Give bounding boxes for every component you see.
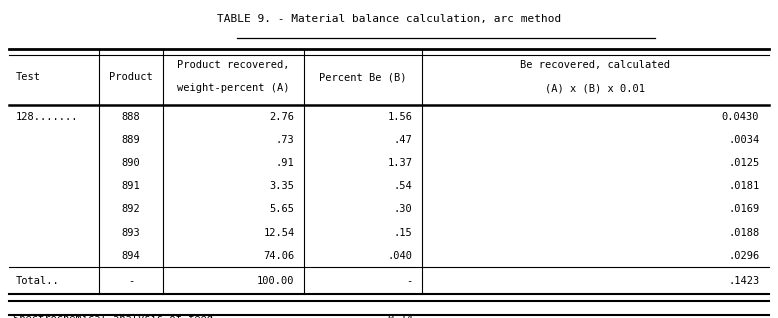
Text: Test: Test	[16, 72, 40, 82]
Text: Percent Be (B): Percent Be (B)	[319, 72, 407, 82]
Text: .040: .040	[387, 251, 412, 261]
Text: 100.00: 100.00	[257, 276, 295, 286]
Text: Spectrochemical analysis of feed............................0.14: Spectrochemical analysis of feed........…	[13, 314, 413, 318]
Text: 893: 893	[122, 228, 141, 238]
Text: (A) x (B) x 0.01: (A) x (B) x 0.01	[545, 83, 645, 93]
Text: 1.56: 1.56	[387, 112, 412, 121]
Text: .0188: .0188	[728, 228, 759, 238]
Text: 1.37: 1.37	[387, 158, 412, 168]
Text: .91: .91	[276, 158, 295, 168]
Text: 894: 894	[122, 251, 141, 261]
Text: 2.76: 2.76	[270, 112, 295, 121]
Text: Product recovered,: Product recovered,	[177, 60, 290, 70]
Text: 12.54: 12.54	[264, 228, 295, 238]
Text: .0169: .0169	[728, 204, 759, 214]
Text: 891: 891	[122, 181, 141, 191]
Text: 74.06: 74.06	[264, 251, 295, 261]
Text: TABLE 9. - Material balance calculation, arc method: TABLE 9. - Material balance calculation,…	[217, 14, 561, 24]
Text: .15: .15	[394, 228, 412, 238]
Text: .30: .30	[394, 204, 412, 214]
Text: .47: .47	[394, 135, 412, 145]
Text: Total..: Total..	[16, 276, 59, 286]
Text: 128.......: 128.......	[16, 112, 78, 121]
Text: .0181: .0181	[728, 181, 759, 191]
Text: 888: 888	[122, 112, 141, 121]
Text: 892: 892	[122, 204, 141, 214]
Text: 0.0430: 0.0430	[722, 112, 759, 121]
Text: 890: 890	[122, 158, 141, 168]
Text: 3.35: 3.35	[270, 181, 295, 191]
Text: -: -	[406, 276, 412, 286]
Text: .0034: .0034	[728, 135, 759, 145]
Text: .54: .54	[394, 181, 412, 191]
Text: Product: Product	[110, 72, 153, 82]
Text: .1423: .1423	[728, 276, 759, 286]
Text: 5.65: 5.65	[270, 204, 295, 214]
Text: Be recovered, calculated: Be recovered, calculated	[520, 60, 670, 70]
Text: 889: 889	[122, 135, 141, 145]
Text: weight-percent (A): weight-percent (A)	[177, 83, 290, 93]
Text: .0125: .0125	[728, 158, 759, 168]
Text: .73: .73	[276, 135, 295, 145]
Text: -: -	[128, 276, 135, 286]
Text: .0296: .0296	[728, 251, 759, 261]
